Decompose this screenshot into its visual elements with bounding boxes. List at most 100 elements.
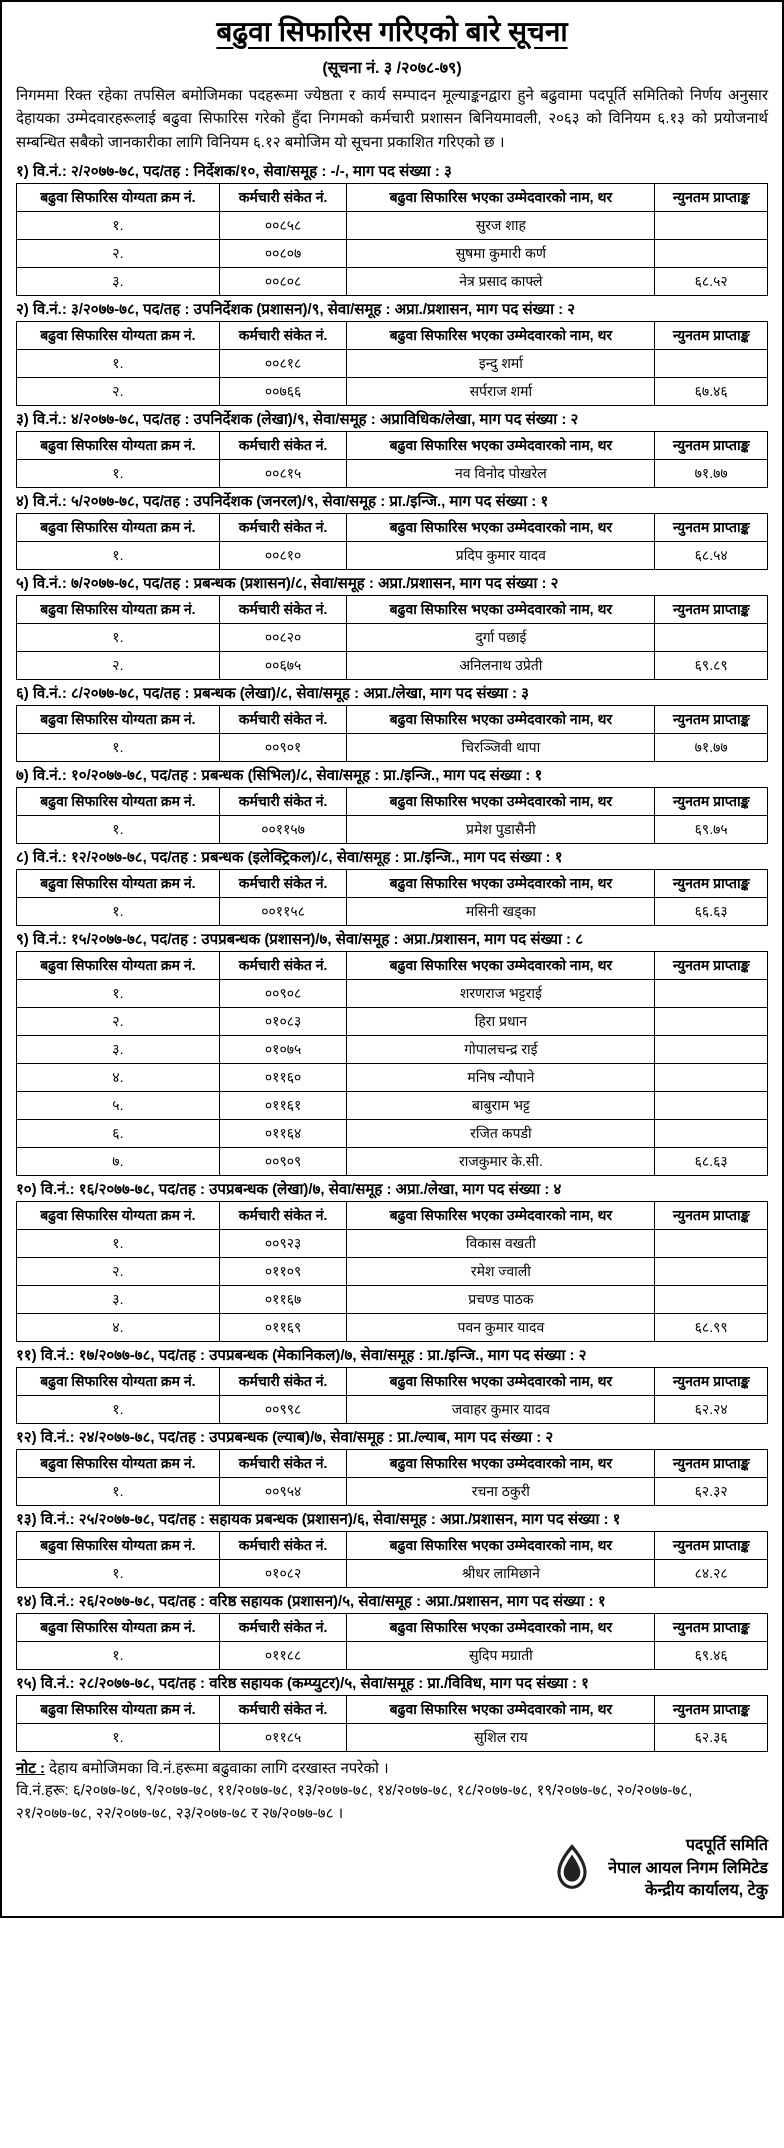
- footer-line-3: केन्द्रीय कार्यालय, टेकु: [608, 1880, 768, 1902]
- notice-page: बढुवा सिफारिस गरिएको बारे सूचना (सूचना न…: [0, 0, 784, 1918]
- table-row: १.००९२३विकास वखती: [17, 1229, 768, 1257]
- table-header: न्युनतम प्राप्ताङ्क: [655, 1449, 768, 1477]
- noc-logo-icon: [546, 1840, 598, 1892]
- table-cell: सर्पराज शर्मा: [347, 377, 655, 405]
- table-header: बढुवा सिफारिस योग्यता क्रम नं.: [17, 321, 220, 349]
- section-heading: ६) वि.नं.: ८/२०७७-७८, पद/तह : प्रबन्धक (…: [16, 680, 768, 705]
- table-cell: १.: [17, 1229, 220, 1257]
- table-header: न्युनतम प्राप्ताङ्क: [655, 1613, 768, 1641]
- table-header: बढुवा सिफारिस भएका उम्मेदवारको नाम, थर: [347, 513, 655, 541]
- table-header: बढुवा सिफारिस भएका उम्मेदवारको नाम, थर: [347, 431, 655, 459]
- table-header: बढुवा सिफारिस योग्यता क्रम नं.: [17, 431, 220, 459]
- table-cell: ६९.८९: [655, 651, 768, 679]
- table-cell: १.: [17, 541, 220, 569]
- table-row: ४.०११६०मनिष न्यौपाने: [17, 1063, 768, 1091]
- table-header: बढुवा सिफारिस योग्यता क्रम नं.: [17, 183, 220, 211]
- section-heading: १०) वि.नं.: १६/२०७७-७८, पद/तह : उपप्रबन्…: [16, 1176, 768, 1201]
- table-header: कर्मचारी संकेत नं.: [219, 787, 347, 815]
- footer-line-2: नेपाल आयल निगम लिमिटेड: [608, 1858, 768, 1880]
- table-header: बढुवा सिफारिस भएका उम्मेदवारको नाम, थर: [347, 321, 655, 349]
- table-row: २.००७६६सर्पराज शर्मा६७.४६: [17, 377, 768, 405]
- table-cell: ६८.५४: [655, 541, 768, 569]
- table-cell: रमेश ज्वाली: [347, 1257, 655, 1285]
- table-header: कर्मचारी संकेत नं.: [219, 1449, 347, 1477]
- table-cell: १.: [17, 211, 220, 239]
- table-cell: नेत्र प्रसाद काफ्ले: [347, 267, 655, 295]
- table-cell: ००११५८: [219, 897, 347, 925]
- table-header: न्युनतम प्राप्ताङ्क: [655, 595, 768, 623]
- table-header: बढुवा सिफारिस भएका उम्मेदवारको नाम, थर: [347, 705, 655, 733]
- table-row: ६.०११६४रजित कपडी: [17, 1119, 768, 1147]
- table-cell: ६९.४६: [655, 1641, 768, 1669]
- table-cell: २.: [17, 377, 220, 405]
- section-heading: १) वि.नं.: २/२०७७-७८, पद/तह : निर्देशक/१…: [16, 158, 768, 183]
- table-header: कर्मचारी संकेत नं.: [219, 1367, 347, 1395]
- table-cell: [655, 211, 768, 239]
- table-row: २.०१०८३हिरा प्रधान: [17, 1007, 768, 1035]
- table-row: २.००६७५अनिलनाथ उप्रेती६९.८९: [17, 651, 768, 679]
- table-cell: मनिष न्यौपाने: [347, 1063, 655, 1091]
- table-row: १.००८५८सुरज शाह: [17, 211, 768, 239]
- table-header: बढुवा सिफारिस योग्यता क्रम नं.: [17, 951, 220, 979]
- table-cell: १.: [17, 815, 220, 843]
- table-cell: शरणराज भट्टराई: [347, 979, 655, 1007]
- table-row: १.००८१५नव विनोद पोखरेल७१.७७: [17, 459, 768, 487]
- table-cell: अनिलनाथ उप्रेती: [347, 651, 655, 679]
- table-cell: चिरञ्जिवी थापा: [347, 733, 655, 761]
- table-header: बढुवा सिफारिस योग्यता क्रम नं.: [17, 1201, 220, 1229]
- section-heading: १२) वि.नं.: २४/२०७७-७८, पद/तह : उपप्रबन्…: [16, 1424, 768, 1449]
- table-header: कर्मचारी संकेत नं.: [219, 431, 347, 459]
- promotion-table: बढुवा सिफारिस योग्यता क्रम नं.कर्मचारी स…: [16, 1531, 768, 1588]
- table-cell: २.: [17, 651, 220, 679]
- table-cell: १.: [17, 1477, 220, 1505]
- table-header: बढुवा सिफारिस भएका उम्मेदवारको नाम, थर: [347, 183, 655, 211]
- table-header: कर्मचारी संकेत नं.: [219, 705, 347, 733]
- table-cell: ६२.३२: [655, 1477, 768, 1505]
- table-cell: प्रमेश पुडासैनी: [347, 815, 655, 843]
- promotion-table: बढुवा सिफारिस योग्यता क्रम नं.कर्मचारी स…: [16, 869, 768, 926]
- table-row: ४.०११६९पवन कुमार यादव६८.९९: [17, 1313, 768, 1341]
- table-row: २.०११०९रमेश ज्वाली: [17, 1257, 768, 1285]
- table-cell: प्रदिप कुमार यादव: [347, 541, 655, 569]
- table-cell: ०११६०: [219, 1063, 347, 1091]
- table-cell: [655, 979, 768, 1007]
- table-header: बढुवा सिफारिस भएका उम्मेदवारको नाम, थर: [347, 1449, 655, 1477]
- table-cell: ०११६४: [219, 1119, 347, 1147]
- section-heading: १५) वि.नं.: २८/२०७७-७८, पद/तह : वरिष्ठ स…: [16, 1670, 768, 1695]
- table-header: कर्मचारी संकेत नं.: [219, 513, 347, 541]
- table-cell: [655, 1091, 768, 1119]
- table-cell: ००९०१: [219, 733, 347, 761]
- table-cell: सुशिल राय: [347, 1723, 655, 1751]
- table-header: न्युनतम प्राप्ताङ्क: [655, 705, 768, 733]
- table-row: १.००९९८जवाहर कुमार यादव६२.२४: [17, 1395, 768, 1423]
- table-header: बढुवा सिफारिस भएका उम्मेदवारको नाम, थर: [347, 1367, 655, 1395]
- table-cell: १.: [17, 897, 220, 925]
- table-cell: [655, 1063, 768, 1091]
- section-heading: ४) वि.नं.: ५/२०७७-७८, पद/तह : उपनिर्देशक…: [16, 488, 768, 513]
- table-cell: ००८१५: [219, 459, 347, 487]
- table-row: १.००८१८इन्दु शर्मा: [17, 349, 768, 377]
- section-heading: २) वि.नं.: ३/२०७७-७८, पद/तह : उपनिर्देशक…: [16, 296, 768, 321]
- table-header: बढुवा सिफारिस योग्यता क्रम नं.: [17, 1695, 220, 1723]
- table-cell: ०१०८२: [219, 1559, 347, 1587]
- table-header: कर्मचारी संकेत नं.: [219, 1201, 347, 1229]
- table-header: न्युनतम प्राप्ताङ्क: [655, 431, 768, 459]
- table-header: कर्मचारी संकेत नं.: [219, 595, 347, 623]
- footer-text: पदपूर्ति समिति नेपाल आयल निगम लिमिटेड के…: [608, 1835, 768, 1902]
- table-row: १.००११५७प्रमेश पुडासैनी६९.७५: [17, 815, 768, 843]
- table-cell: मसिनी खड्का: [347, 897, 655, 925]
- table-header: न्युनतम प्राप्ताङ्क: [655, 183, 768, 211]
- table-row: १.००८१०प्रदिप कुमार यादव६८.५४: [17, 541, 768, 569]
- table-cell: ०११६१: [219, 1091, 347, 1119]
- table-cell: ००९०९: [219, 1147, 347, 1175]
- table-row: १.००११५८मसिनी खड्का६६.६३: [17, 897, 768, 925]
- table-cell: ००८०७: [219, 239, 347, 267]
- note-label: नोट :: [16, 1760, 45, 1777]
- table-cell: ६६.६३: [655, 897, 768, 925]
- table-cell: ००८१८: [219, 349, 347, 377]
- table-cell: ४.: [17, 1313, 220, 1341]
- table-header: कर्मचारी संकेत नं.: [219, 869, 347, 897]
- table-cell: सुरज शाह: [347, 211, 655, 239]
- table-cell: ००११५७: [219, 815, 347, 843]
- table-cell: ६८.५२: [655, 267, 768, 295]
